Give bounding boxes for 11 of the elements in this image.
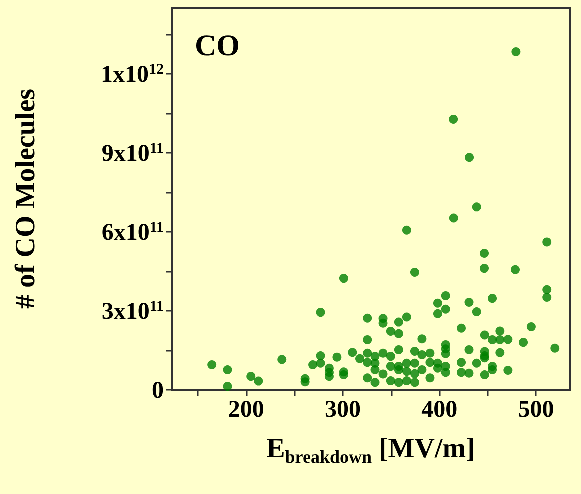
x-tick-label: 400 bbox=[422, 397, 458, 423]
y-tick-label: 9x10$^{11}$ bbox=[102, 140, 164, 167]
y-tick-label: 0 bbox=[152, 378, 164, 404]
x-tick-label: 500 bbox=[518, 397, 554, 423]
y-tick-label: 1x10$^{12}$ bbox=[101, 62, 164, 88]
text: CO bbox=[195, 30, 240, 62]
y-tick-label: 3x10$^{11}$ bbox=[102, 298, 164, 325]
x-tick-label: 300 bbox=[324, 397, 361, 423]
y-axis-title: # of CO Molecules bbox=[10, 88, 42, 310]
y-tick-label: 6x10$^{11}$ bbox=[102, 220, 164, 246]
x-tick-label: 200 bbox=[228, 397, 264, 423]
